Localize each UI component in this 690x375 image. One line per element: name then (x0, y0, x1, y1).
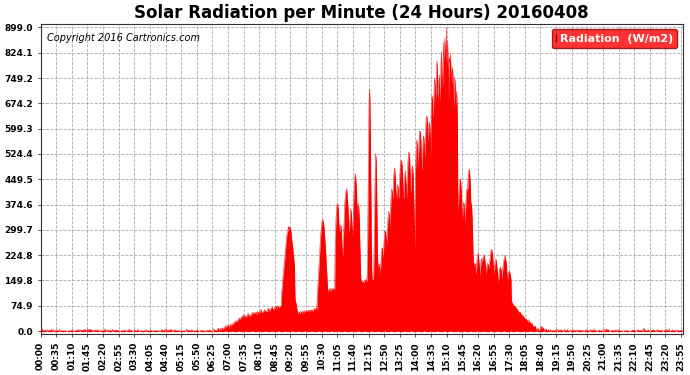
Legend: Radiation  (W/m2): Radiation (W/m2) (552, 29, 678, 48)
Title: Solar Radiation per Minute (24 Hours) 20160408: Solar Radiation per Minute (24 Hours) 20… (135, 4, 589, 22)
Text: Copyright 2016 Cartronics.com: Copyright 2016 Cartronics.com (47, 33, 200, 43)
